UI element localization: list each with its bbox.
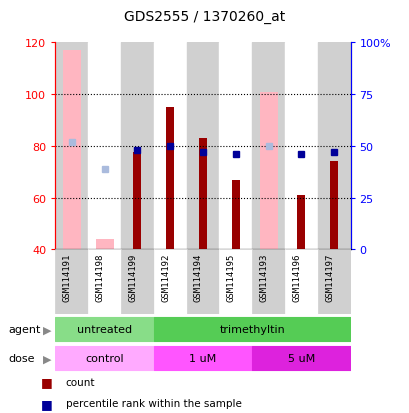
Bar: [153, 250, 186, 314]
Text: untreated: untreated: [77, 324, 132, 335]
Bar: [198, 139, 207, 250]
FancyBboxPatch shape: [153, 317, 350, 342]
Bar: [153, 43, 186, 250]
Text: ■: ■: [41, 397, 53, 410]
Text: GSM114199: GSM114199: [128, 253, 137, 301]
Text: GSM114192: GSM114192: [161, 253, 170, 301]
Bar: [121, 43, 153, 250]
Text: GSM114194: GSM114194: [193, 253, 202, 301]
Text: GSM114196: GSM114196: [292, 253, 301, 301]
Bar: [284, 250, 317, 314]
Bar: [317, 43, 350, 250]
Bar: [252, 250, 284, 314]
Bar: [219, 43, 252, 250]
FancyBboxPatch shape: [55, 346, 153, 370]
Bar: [186, 250, 219, 314]
FancyBboxPatch shape: [55, 317, 153, 342]
Bar: [186, 43, 219, 250]
Bar: [317, 250, 350, 314]
Bar: [55, 250, 88, 314]
Bar: [219, 250, 252, 314]
Text: GSM114198: GSM114198: [95, 253, 104, 301]
Bar: [252, 43, 284, 250]
Bar: [329, 162, 337, 250]
Text: control: control: [85, 353, 124, 363]
Text: GSM114193: GSM114193: [259, 253, 268, 301]
Text: ▶: ▶: [43, 324, 51, 335]
Bar: [88, 43, 121, 250]
Bar: [133, 153, 141, 250]
Text: GDS2555 / 1370260_at: GDS2555 / 1370260_at: [124, 10, 285, 24]
Bar: [88, 250, 121, 314]
Bar: [63, 51, 81, 250]
Bar: [121, 250, 153, 314]
Text: percentile rank within the sample: percentile rank within the sample: [65, 399, 241, 408]
Bar: [95, 240, 113, 250]
Text: 5 uM: 5 uM: [287, 353, 314, 363]
Text: ▶: ▶: [43, 353, 51, 363]
Text: agent: agent: [8, 324, 40, 335]
Bar: [55, 43, 88, 250]
Text: GSM114197: GSM114197: [324, 253, 333, 301]
Bar: [297, 196, 305, 250]
Bar: [259, 93, 277, 250]
Bar: [231, 180, 239, 250]
Text: ■: ■: [41, 375, 53, 389]
Text: count: count: [65, 377, 95, 387]
Bar: [284, 43, 317, 250]
Text: GSM114195: GSM114195: [226, 253, 235, 301]
Text: trimethyltin: trimethyltin: [219, 324, 284, 335]
Text: GSM114191: GSM114191: [63, 253, 72, 301]
FancyBboxPatch shape: [252, 346, 350, 370]
Text: 1 uM: 1 uM: [189, 353, 216, 363]
Bar: [166, 108, 174, 250]
Text: dose: dose: [8, 353, 35, 363]
FancyBboxPatch shape: [153, 346, 252, 370]
